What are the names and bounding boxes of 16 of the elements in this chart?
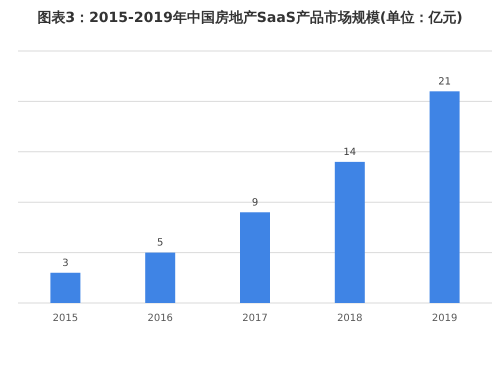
x-tick-label: 2017 — [242, 313, 268, 324]
data-label: 9 — [252, 197, 258, 208]
bar — [145, 252, 176, 303]
bar — [240, 212, 270, 303]
data-label: 14 — [343, 146, 356, 158]
data-label: 5 — [157, 238, 164, 249]
x-tick-label: 2016 — [147, 313, 173, 324]
data-label: 21 — [438, 76, 451, 88]
x-tick-label: 2018 — [337, 313, 363, 324]
data-label: 3 — [62, 258, 69, 269]
bar — [50, 272, 80, 303]
x-tick-label: 2019 — [432, 313, 458, 324]
chart-title: 图表3：2015-2019年中国房地产SaaS产品市场规模(单位：亿元) — [37, 9, 463, 26]
x-tick-label: 2015 — [52, 313, 78, 324]
bar — [334, 162, 365, 303]
bar — [430, 91, 460, 303]
